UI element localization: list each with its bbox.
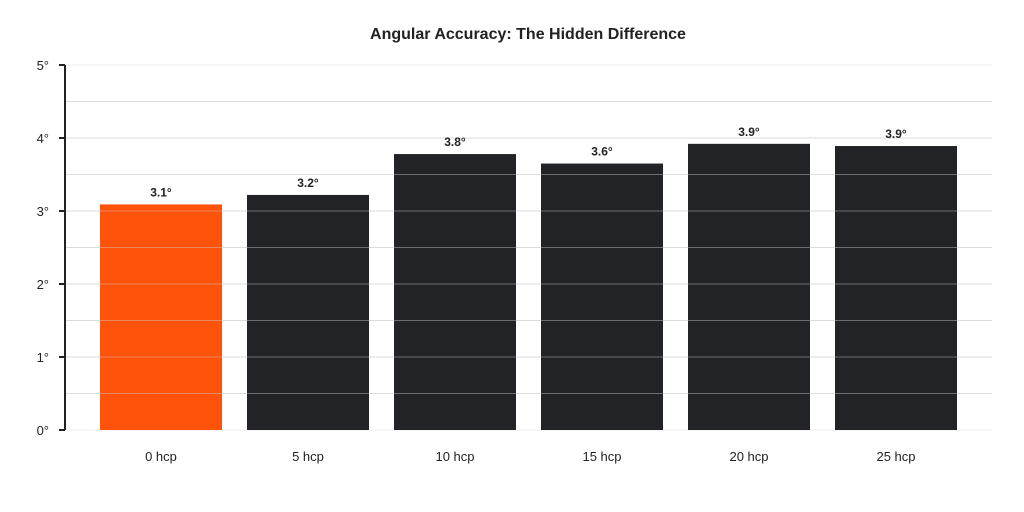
x-tick-label: 0 hcp xyxy=(145,449,177,464)
bar xyxy=(100,204,222,430)
x-tick-label: 20 hcp xyxy=(729,449,768,464)
bar xyxy=(835,146,957,430)
data-label: 3.9° xyxy=(885,127,907,141)
x-tick-label: 5 hcp xyxy=(292,449,324,464)
chart-title: Angular Accuracy: The Hidden Difference xyxy=(370,26,686,43)
y-tick-label: 3° xyxy=(37,204,49,219)
data-label: 3.8° xyxy=(444,135,466,149)
x-tick-label: 25 hcp xyxy=(876,449,915,464)
y-tick-label: 0° xyxy=(37,423,49,438)
x-tick-label: 10 hcp xyxy=(435,449,474,464)
y-tick-label: 1° xyxy=(37,350,49,365)
y-tick-label: 4° xyxy=(37,131,49,146)
bar xyxy=(247,194,369,430)
y-tick-label: 2° xyxy=(37,277,49,292)
data-label: 3.2° xyxy=(297,176,319,190)
data-label: 3.1° xyxy=(150,185,172,199)
data-label: 3.6° xyxy=(591,145,613,159)
y-tick-label: 5° xyxy=(37,58,49,73)
x-tick-label: 15 hcp xyxy=(582,449,621,464)
bar xyxy=(394,154,516,430)
data-label: 3.9° xyxy=(738,125,760,139)
bar xyxy=(688,143,810,430)
bar xyxy=(541,163,663,431)
